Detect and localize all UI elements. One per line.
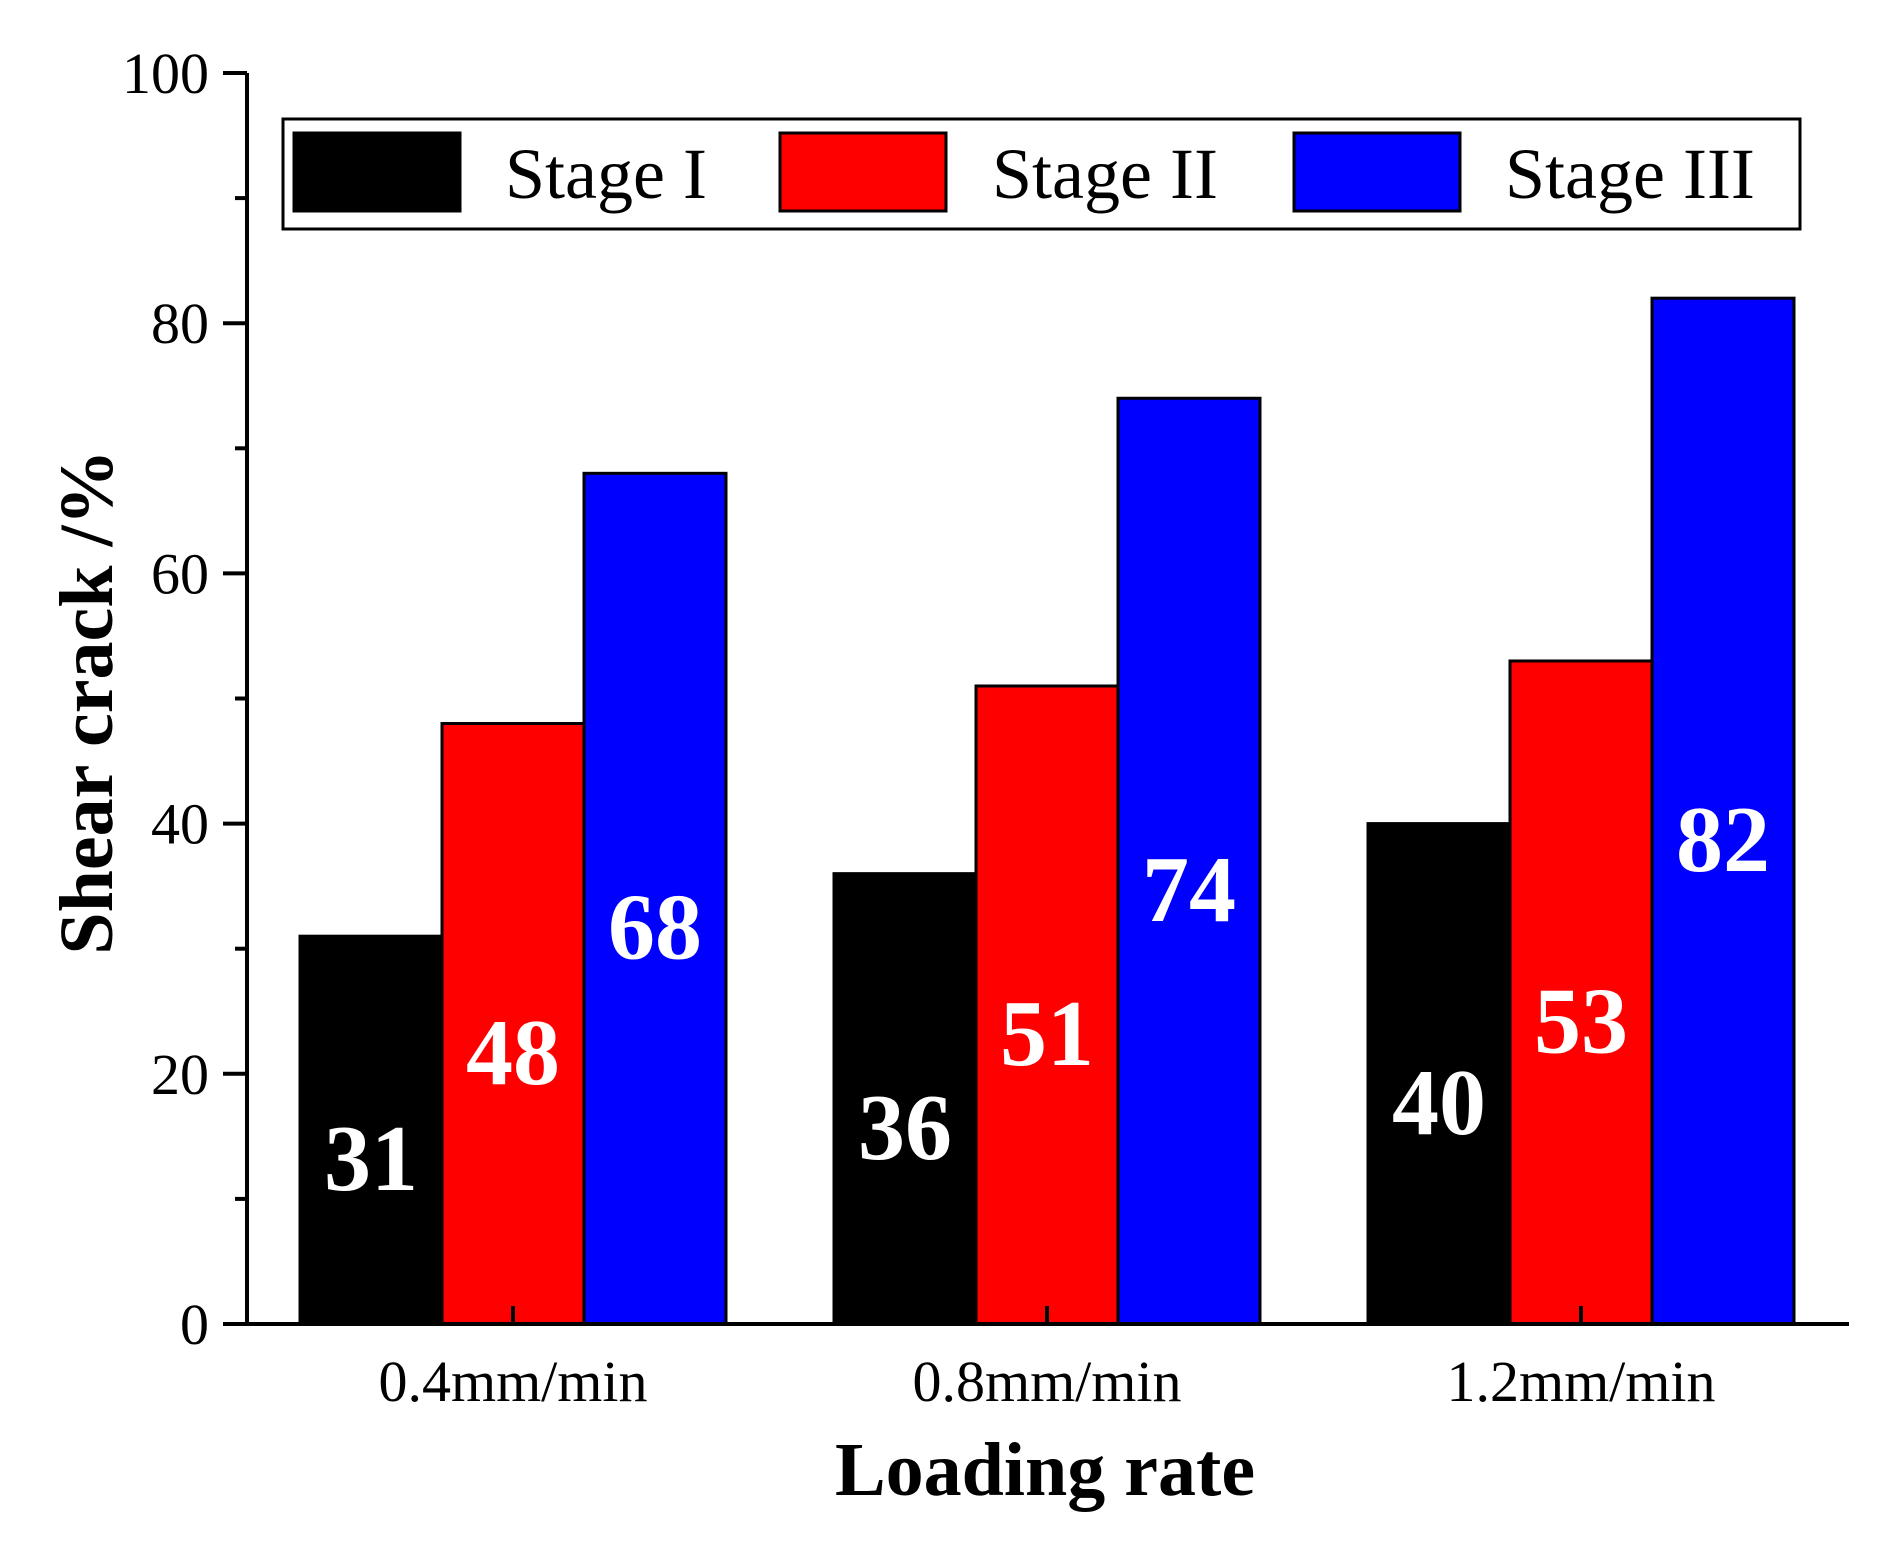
bar-2-2 bbox=[974, 684, 1120, 1326]
bar-1-2 bbox=[832, 872, 978, 1326]
data-label-3-3: 82 bbox=[1676, 788, 1770, 892]
y-tick-label: 80 bbox=[151, 291, 209, 356]
y-tick-label: 100 bbox=[122, 41, 209, 106]
bar-2-1 bbox=[440, 722, 586, 1326]
legend-swatch-3 bbox=[1292, 131, 1462, 213]
y-tick-label: 0 bbox=[180, 1292, 209, 1357]
data-label-1-2: 36 bbox=[858, 1076, 952, 1180]
data-label-1-3: 40 bbox=[1392, 1051, 1486, 1155]
axes-layer: 0 20 40 60 80 100 0.4mm/min 0.8mm/min 1.2mm/min bbox=[122, 41, 1849, 1414]
bar-2-3 bbox=[1508, 659, 1654, 1326]
data-label-3-1: 68 bbox=[608, 876, 702, 980]
legend: Stage I Stage II Stage III bbox=[281, 117, 1802, 231]
y-tick-label: 20 bbox=[151, 1042, 209, 1107]
bar-labels-layer: 31 48 68 36 51 74 40 53 82 bbox=[324, 788, 1770, 1211]
data-label-2-3: 53 bbox=[1534, 969, 1628, 1073]
legend-label-3: Stage III bbox=[1505, 134, 1755, 214]
bars-layer bbox=[298, 296, 1796, 1326]
data-label-2-1: 48 bbox=[466, 1001, 560, 1105]
bar-3-2 bbox=[1116, 396, 1262, 1326]
data-label-3-2: 74 bbox=[1142, 838, 1236, 942]
legend-label-1: Stage I bbox=[505, 134, 707, 214]
data-label-1-1: 31 bbox=[324, 1107, 418, 1211]
x-axis-title: Loading rate bbox=[835, 1428, 1255, 1512]
y-tick-label: 60 bbox=[151, 541, 209, 606]
y-axis-title: Shear crack /% bbox=[45, 449, 129, 954]
x-tick-label-3: 1.2mm/min bbox=[1446, 1349, 1715, 1414]
legend-swatch-1 bbox=[292, 131, 462, 213]
legend-swatch-2 bbox=[778, 131, 948, 213]
bar-3-1 bbox=[582, 471, 728, 1326]
bar-1-1 bbox=[298, 934, 444, 1326]
x-tick-label-1: 0.4mm/min bbox=[378, 1349, 647, 1414]
data-label-2-2: 51 bbox=[1000, 982, 1094, 1086]
y-tick-label: 40 bbox=[151, 792, 209, 857]
x-tick-label-2: 0.8mm/min bbox=[912, 1349, 1181, 1414]
legend-label-2: Stage II bbox=[992, 134, 1218, 214]
legend-box bbox=[281, 117, 1802, 231]
